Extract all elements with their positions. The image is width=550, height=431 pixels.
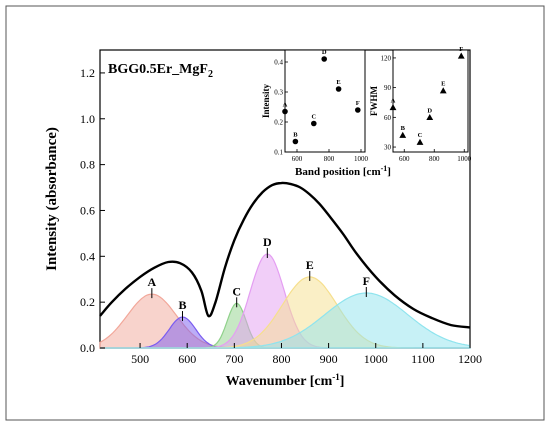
y-tick-label-0.8: 0.8 [80, 158, 95, 172]
inset-point-label-A: A [283, 102, 288, 109]
band-label-A: A [148, 275, 157, 289]
bands-layer: A B C D E F [99, 235, 471, 349]
x-tick-label-800: 800 [272, 352, 290, 366]
inset-point-label-A: A [391, 97, 396, 104]
inset-point-label-F: F [356, 100, 360, 107]
inset-x-tick-label-800: 800 [429, 155, 440, 163]
inset-point-label-E: E [336, 79, 340, 86]
band-label-E: E [306, 258, 314, 272]
x-tick-label-1200: 1200 [458, 352, 482, 366]
inset-x-tick-label-800: 800 [324, 155, 335, 163]
main-axes: 500 600 700 800 900 1000 1100 1200 0.0 0.2 0.4 0.6 0… [80, 66, 482, 366]
inset-point-label-F: F [459, 46, 463, 53]
inset-panel-frame [284, 49, 366, 153]
y-tick-label-1.2: 1.2 [80, 66, 95, 80]
inset-panel-fwhm: 600 800 1000 30 60 90 120 FWHM A B C D E F [369, 46, 472, 163]
y-tick-label-1: 1.0 [80, 112, 95, 126]
band-label-C: C [232, 284, 241, 298]
inset-y-tick-label-0.4: 0.4 [274, 59, 283, 67]
inset-x-tick-label-1000: 1000 [457, 155, 472, 163]
inset-panel-frame [392, 49, 469, 153]
inset-point-C [311, 120, 317, 127]
inset-y-tick-label-120: 120 [381, 54, 392, 62]
x-tick-label-1100: 1100 [411, 352, 435, 366]
y-tick-label-0.6: 0.6 [80, 203, 95, 217]
x-tick-label-1000: 1000 [364, 352, 388, 366]
inset-point-label-E: E [441, 81, 445, 88]
inset-x-axis-label: Band position [cm-1] [295, 164, 391, 178]
inset-point-C [416, 138, 424, 145]
inset-point-D [321, 56, 328, 62]
chart-title: BGG0.5Er_MgF2 [108, 62, 213, 80]
inset-point-F [355, 107, 361, 113]
x-tick-label-700: 700 [225, 352, 243, 366]
inset-point-label-D: D [427, 107, 432, 114]
inset-y-tick-label-30: 30 [384, 144, 392, 152]
inset-point-E [335, 86, 342, 92]
inset-point-A [282, 108, 288, 115]
y-tick-label-0.4: 0.4 [80, 249, 95, 263]
inset-y-tick-label-0.2: 0.2 [274, 119, 283, 127]
inset-point-E [439, 87, 447, 94]
envelope-line [99, 181, 471, 329]
x-tick-label-500: 500 [131, 352, 149, 366]
inset-y-tick-label-0.1: 0.1 [274, 149, 283, 157]
inset-point-label-D: D [322, 49, 327, 56]
band-F [100, 292, 471, 349]
inset-point-label-B: B [401, 125, 406, 132]
inset-y-tick-label-90: 90 [384, 84, 392, 92]
x-axis-label: Wavenumber [cm-1] [226, 372, 345, 389]
y-tick-label-0: 0.0 [80, 341, 95, 355]
x-tick-label-600: 600 [178, 352, 196, 366]
inset-point-label-B: B [293, 132, 298, 139]
inset-point-D [426, 113, 434, 121]
inset-x-tick-label-600: 600 [399, 155, 410, 163]
inset-y-tick-label-0.3: 0.3 [274, 89, 283, 97]
inset-y-axis-label: Intensity [261, 84, 271, 119]
inset-point-A [389, 104, 397, 111]
inset-point-B [292, 138, 299, 145]
inset-y-axis-label: FWHM [369, 86, 379, 116]
y-tick-label-0.2: 0.2 [80, 295, 95, 309]
band-label-D: D [263, 235, 272, 249]
inset-x-tick-label-1000: 1000 [354, 155, 369, 163]
band-label-F: F [363, 274, 370, 288]
band-label-B: B [178, 298, 186, 312]
inset-point-label-C: C [418, 132, 423, 139]
inset-x-tick-label-600: 600 [292, 155, 303, 163]
inset-point-label-C: C [311, 114, 316, 121]
envelope-layer [99, 181, 471, 329]
inset-point-F [457, 52, 465, 59]
x-tick-label-900: 900 [320, 352, 338, 366]
inset-panel-intensity: 600 800 1000 0.1 0.2 0.3 0.4 Intensity A B C D E F [261, 49, 369, 163]
inset-point-B [399, 131, 407, 138]
y-axis-label: Intensity (absorbance) [44, 127, 60, 271]
inset-y-tick-label-60: 60 [384, 114, 392, 122]
